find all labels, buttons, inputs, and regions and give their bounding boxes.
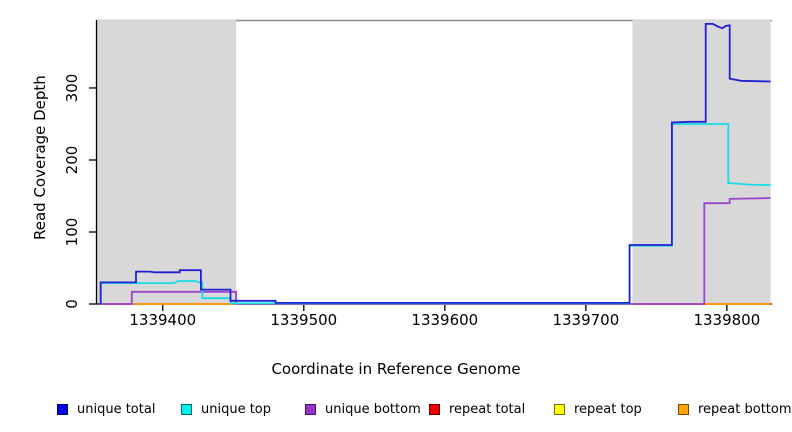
legend-label: repeat total xyxy=(449,402,526,417)
y-tick-label: 200 xyxy=(63,145,81,175)
y-tick-label: 100 xyxy=(63,217,81,247)
legend-swatch-unique-top xyxy=(181,404,192,415)
legend-swatch-repeat-bottom xyxy=(678,404,689,415)
legend-label: repeat top xyxy=(574,402,642,417)
legend-label: unique bottom xyxy=(325,402,421,417)
legend-label: repeat bottom xyxy=(698,402,792,417)
legend-label: unique top xyxy=(201,402,272,417)
legend: unique total unique top unique bottom repea… xyxy=(0,399,792,423)
series-line-unique-total xyxy=(99,22,771,304)
x-tick-label: 1339500 xyxy=(270,311,338,329)
y-tick-label: 0 xyxy=(63,299,81,309)
x-tick-label: 1339600 xyxy=(411,311,479,329)
x-tick-label: 1339800 xyxy=(693,311,761,329)
legend-label: unique total xyxy=(77,402,156,417)
legend-swatch-unique-total xyxy=(57,404,68,415)
highlight-region-2 xyxy=(632,20,771,303)
y-tick-label: 300 xyxy=(63,73,81,103)
x-tick-label: 1339700 xyxy=(552,311,620,329)
legend-swatch-repeat-total xyxy=(429,404,440,415)
highlight-region-1 xyxy=(96,20,237,303)
y-axis-title: Read Coverage Depth xyxy=(31,75,49,240)
x-tick-label: 1339400 xyxy=(129,311,197,329)
x-axis-title: Coordinate in Reference Genome xyxy=(271,360,521,378)
legend-swatch-unique-bottom xyxy=(305,404,316,415)
legend-swatch-repeat-top xyxy=(554,404,565,415)
